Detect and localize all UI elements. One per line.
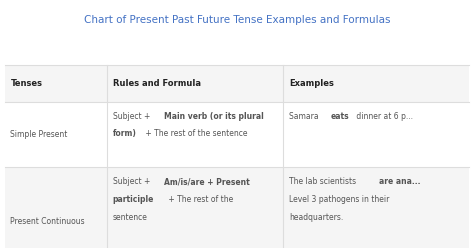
Text: participle: participle [113,195,154,204]
Text: Present Continuous: Present Continuous [10,217,85,226]
Text: Rules and Formula: Rules and Formula [113,79,201,88]
Text: Subject +: Subject + [113,177,152,186]
Text: + The rest of the: + The rest of the [166,195,233,204]
Bar [5,167,469,248]
Text: are ana...: are ana... [379,177,420,186]
Text: Chart of Present Past Future Tense Examples and Formulas: Chart of Present Past Future Tense Examp… [84,15,390,25]
Text: Level 3 pathogens in their: Level 3 pathogens in their [289,195,390,204]
Text: headquarters.: headquarters. [289,213,343,222]
Text: eats: eats [330,112,349,121]
Text: dinner at 6 p...: dinner at 6 p... [355,112,413,121]
Text: Examples: Examples [289,79,334,88]
Text: form): form) [113,129,137,138]
Bar [5,102,469,167]
Text: Subject +: Subject + [113,112,152,121]
Text: + The rest of the sentence: + The rest of the sentence [144,129,248,138]
Text: Samara: Samara [289,112,321,121]
Bar [5,65,469,102]
Text: Am/is/are + Present: Am/is/are + Present [164,177,250,186]
Text: Simple Present: Simple Present [10,130,68,139]
Text: Main verb (or its plural: Main verb (or its plural [164,112,264,121]
Text: Tenses: Tenses [10,79,43,88]
Text: The lab scientists: The lab scientists [289,177,359,186]
Text: sentence: sentence [113,213,147,222]
